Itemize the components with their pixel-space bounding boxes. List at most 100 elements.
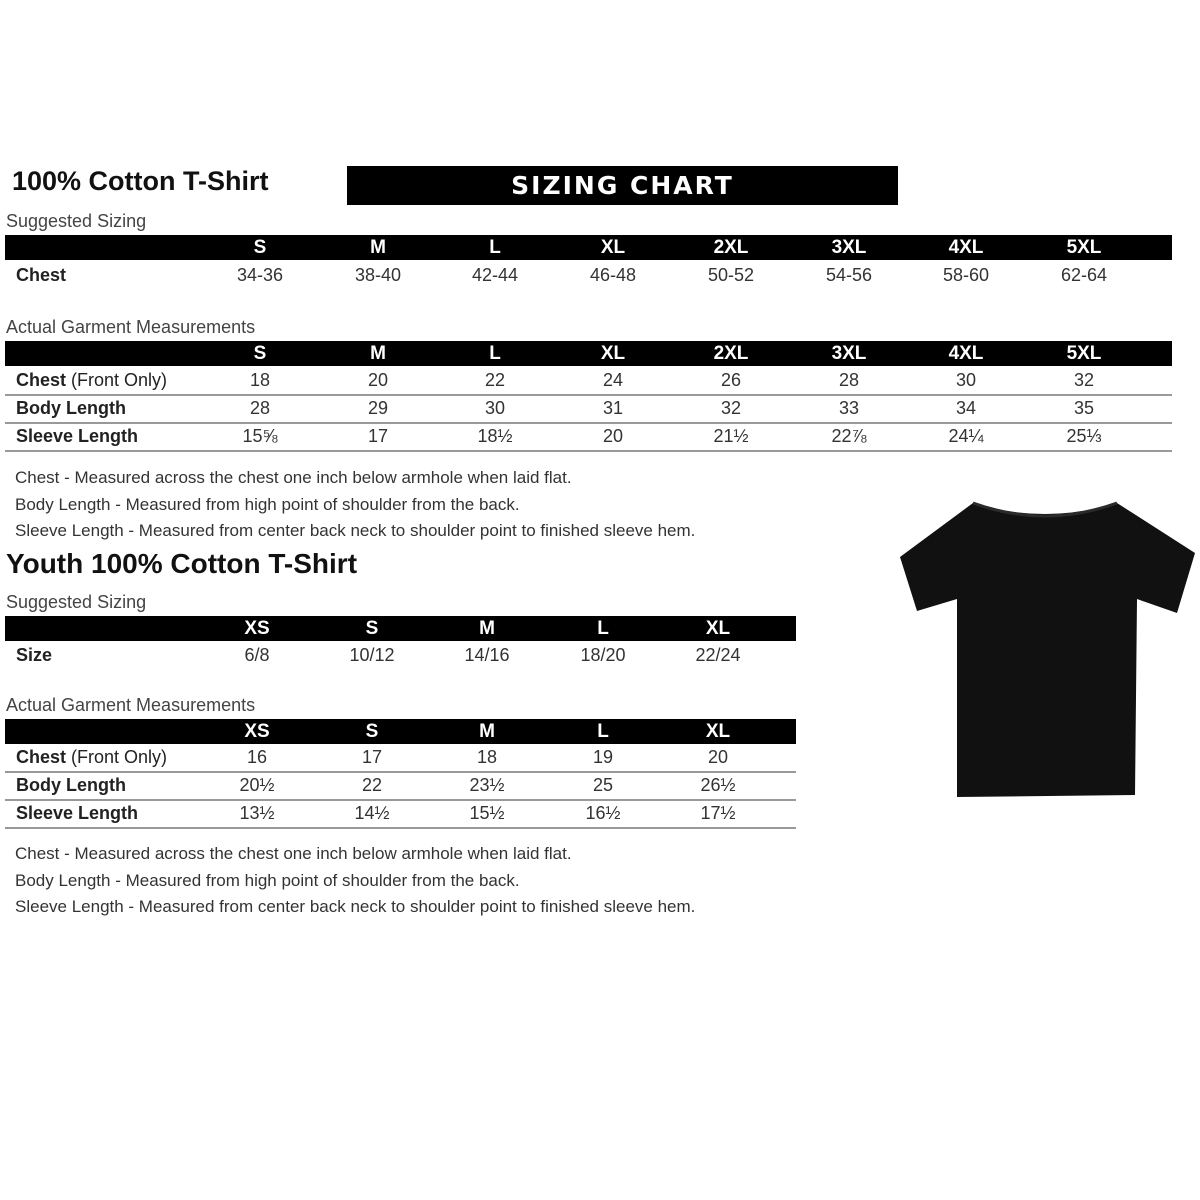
adult-suggested-label: Suggested Sizing xyxy=(6,211,147,231)
adult-actual-header-bar: S M L XL 2XL 3XL 4XL 5XL xyxy=(5,341,1172,366)
adult-actual-cell: 33 xyxy=(838,398,860,418)
adult-suggested-cell: 54-56 xyxy=(825,265,873,285)
youth-actual-row-label-text: Chest xyxy=(16,747,67,767)
adult-actual-cell: 17 xyxy=(367,426,389,446)
adult-actual-cell: 22 xyxy=(484,370,506,390)
youth-actual-row-label-text: Sleeve Length xyxy=(16,803,139,823)
youth-actual-size-header: M xyxy=(479,721,495,742)
youth-actual-cell: 17 xyxy=(361,747,383,767)
adult-actual-size-header: XL xyxy=(600,343,626,364)
adult-actual-cell: 20 xyxy=(367,370,389,390)
youth-suggested-size-header: XS xyxy=(244,618,270,639)
youth-actual-cell: 23½ xyxy=(469,775,505,795)
adult-actual-cell: 24¼ xyxy=(948,426,984,446)
adult-actual-row: Sleeve Length 15⅝ 17 18½ 20 21½ 22⅞ 24¼ 25⅓ xyxy=(5,422,1172,452)
youth-actual-row-label-text: Body Length xyxy=(16,775,126,795)
adult-actual-size-header: 2XL xyxy=(713,343,749,364)
youth-suggested-row: Size 6/8 10/12 14/16 18/20 22/24 xyxy=(5,641,796,669)
adult-suggested-size-header: L xyxy=(489,237,501,258)
adult-actual-cell: 30 xyxy=(955,370,977,390)
adult-actual-row-label-suffix: (Front Only) xyxy=(66,370,168,390)
youth-note-body: Body Length - Measured from high point o… xyxy=(15,871,520,890)
youth-actual-row-label: Body Length xyxy=(16,771,126,799)
youth-actual-header-bar: XS S M L XL xyxy=(5,719,796,744)
adult-suggested-size-header: 5XL xyxy=(1066,237,1102,258)
youth-note-chest: Chest - Measured across the chest one in… xyxy=(15,844,572,863)
youth-suggested-cell: 22/24 xyxy=(695,645,741,665)
adult-actual-size-header: 3XL xyxy=(831,343,867,364)
youth-actual-cell: 20½ xyxy=(239,775,275,795)
youth-actual-size-header: L xyxy=(597,721,609,742)
adult-actual-size-header: M xyxy=(370,343,386,364)
adult-suggested-row-label-text: Chest xyxy=(16,265,67,285)
adult-actual-row-label: Sleeve Length xyxy=(16,422,138,450)
adult-note-sleeve: Sleeve Length - Measured from center bac… xyxy=(15,521,696,540)
youth-suggested-label: Suggested Sizing xyxy=(6,592,147,612)
youth-actual-cell: 20 xyxy=(707,747,729,767)
youth-suggested-cell: 14/16 xyxy=(464,645,510,665)
adult-actual-cell: 32 xyxy=(1073,370,1095,390)
adult-actual-cell: 22⅞ xyxy=(831,426,867,446)
youth-actual-size-header: XS xyxy=(244,721,270,742)
adult-suggested-size-header: S xyxy=(253,237,267,258)
adult-actual-row-label-text: Sleeve Length xyxy=(16,426,139,446)
youth-actual-size-header: XL xyxy=(705,721,731,742)
adult-actual-label: Actual Garment Measurements xyxy=(6,317,256,337)
youth-suggested-size-header: L xyxy=(597,618,609,639)
youth-suggested-size-header: M xyxy=(479,618,495,639)
youth-suggested-row-label: Size xyxy=(16,641,52,669)
youth-actual-cell: 15½ xyxy=(469,803,505,823)
adult-suggested-size-header: 4XL xyxy=(948,237,984,258)
adult-suggested-size-header: XL xyxy=(600,237,626,258)
youth-actual-cell: 16 xyxy=(246,747,268,767)
youth-actual-cell: 26½ xyxy=(700,775,736,795)
youth-suggested-size-header: S xyxy=(365,618,379,639)
adult-actual-cell: 21½ xyxy=(713,426,749,446)
adult-actual-cell: 28 xyxy=(249,398,271,418)
youth-suggested-row-label-text: Size xyxy=(16,645,53,665)
adult-actual-size-header: 4XL xyxy=(948,343,984,364)
adult-suggested-row-label: Chest xyxy=(16,261,66,289)
adult-actual-row-label-text: Chest xyxy=(16,370,67,390)
adult-actual-cell: 30 xyxy=(484,398,506,418)
tshirt-collar xyxy=(972,501,1118,518)
adult-actual-cell: 31 xyxy=(602,398,624,418)
adult-actual-row-label: Body Length xyxy=(16,394,126,422)
youth-actual-cell: 22 xyxy=(361,775,383,795)
adult-actual-size-header: 5XL xyxy=(1066,343,1102,364)
youth-suggested-size-header: XL xyxy=(705,618,731,639)
youth-actual-row-label-suffix: (Front Only) xyxy=(66,747,168,767)
adult-suggested-cell: 62-64 xyxy=(1060,265,1108,285)
adult-actual-cell: 29 xyxy=(367,398,389,418)
youth-suggested-cell: 18/20 xyxy=(580,645,626,665)
adult-actual-cell: 24 xyxy=(602,370,624,390)
youth-suggested-cell: 6/8 xyxy=(244,645,270,665)
adult-actual-cell: 32 xyxy=(720,398,742,418)
adult-actual-cell: 18½ xyxy=(477,426,513,446)
youth-title: Youth 100% Cotton T-Shirt xyxy=(6,548,358,579)
adult-actual-size-header: S xyxy=(253,343,267,364)
tshirt-body xyxy=(900,503,1195,797)
youth-actual-cell: 17½ xyxy=(700,803,736,823)
adult-suggested-cell: 58-60 xyxy=(942,265,990,285)
youth-actual-size-header: S xyxy=(365,721,379,742)
adult-suggested-size-header: 2XL xyxy=(713,237,749,258)
youth-actual-row: Chest (Front Only) 16 17 18 19 20 xyxy=(5,743,796,773)
youth-suggested-cell: 10/12 xyxy=(349,645,395,665)
adult-actual-cell: 18 xyxy=(249,370,271,390)
adult-suggested-cell: 42-44 xyxy=(471,265,519,285)
adult-note-chest: Chest - Measured across the chest one in… xyxy=(15,468,572,487)
adult-actual-cell: 20 xyxy=(602,426,624,446)
adult-title: 100% Cotton T-Shirt xyxy=(12,166,269,196)
youth-actual-cell: 25 xyxy=(592,775,614,795)
adult-actual-cell: 26 xyxy=(720,370,742,390)
adult-actual-cell: 15⅝ xyxy=(242,426,278,446)
youth-actual-cell: 14½ xyxy=(354,803,390,823)
adult-actual-row: Body Length 28 29 30 31 32 33 34 35 xyxy=(5,394,1172,424)
adult-actual-row-label: Chest (Front Only) xyxy=(16,366,167,394)
youth-actual-cell: 13½ xyxy=(239,803,275,823)
adult-note-body: Body Length - Measured from high point o… xyxy=(15,495,520,514)
youth-actual-label: Actual Garment Measurements xyxy=(6,695,256,715)
youth-actual-row: Sleeve Length 13½ 14½ 15½ 16½ 17½ xyxy=(5,799,796,829)
